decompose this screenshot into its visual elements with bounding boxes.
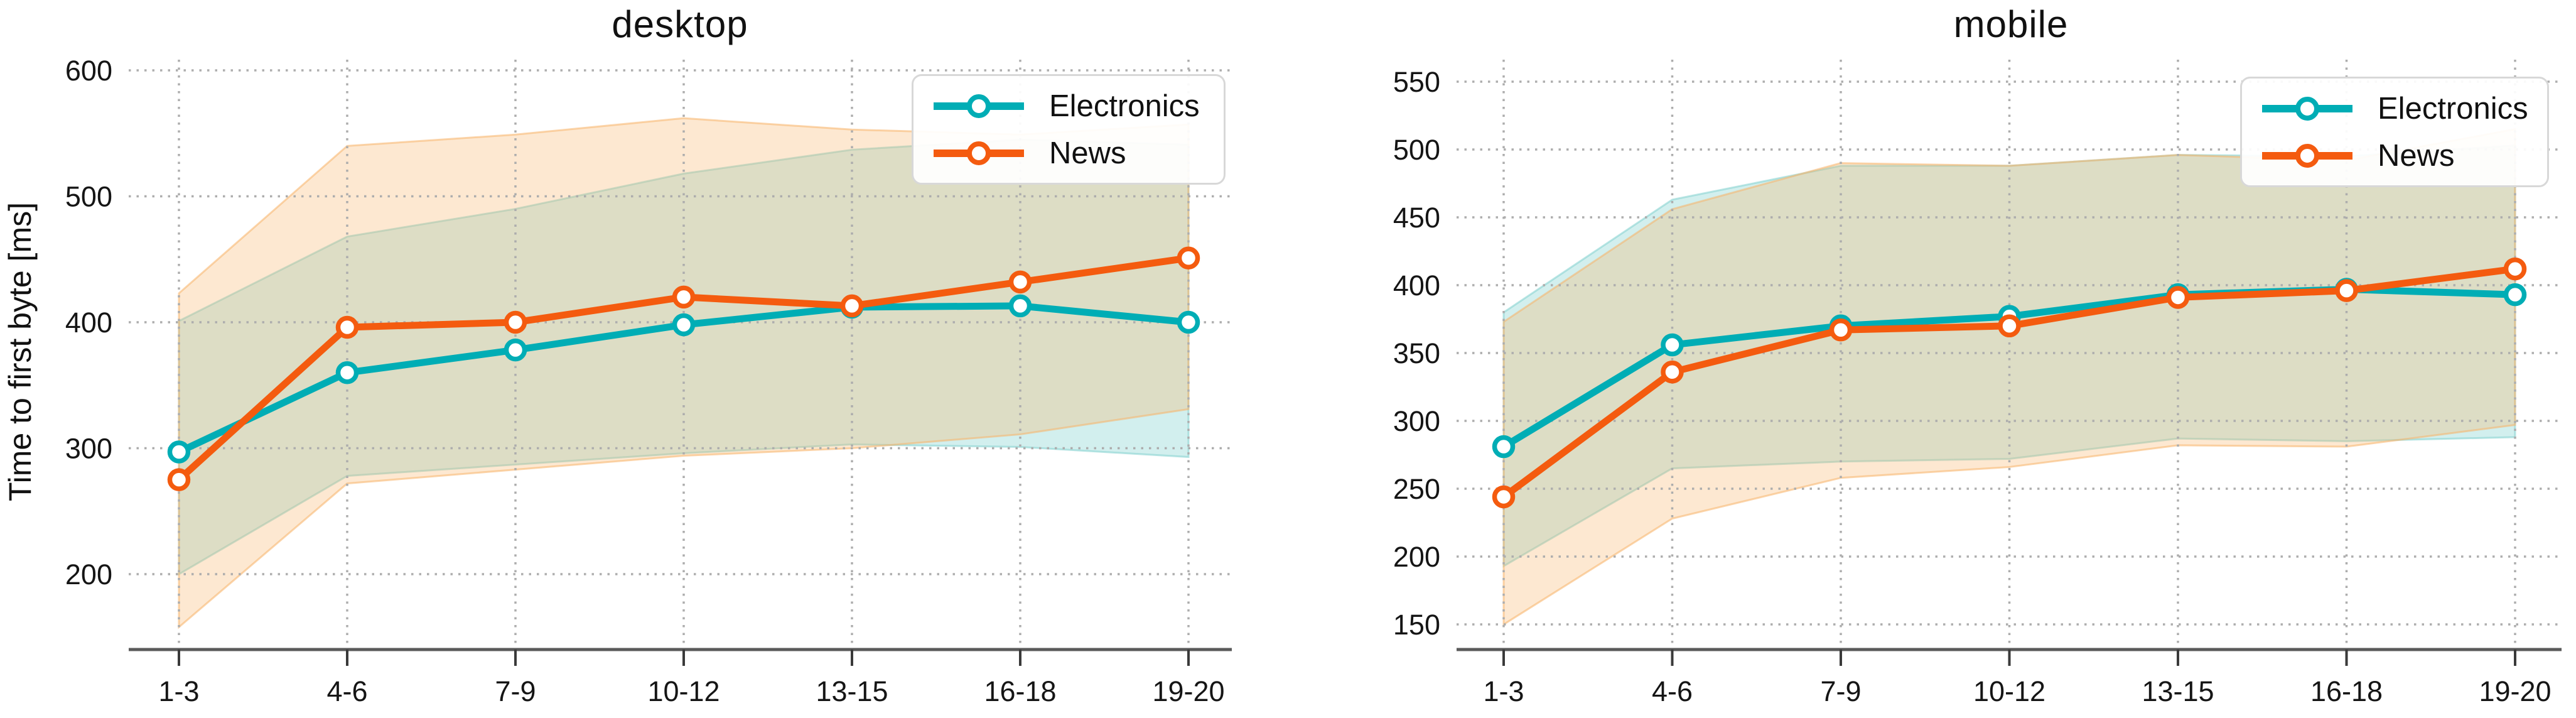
y-tick-label-300: 300 [1393,405,1440,437]
x-tick-label-4-6: 4-6 [326,675,367,707]
x-tick-label-7-9: 7-9 [495,675,536,707]
legend-label-news: News [2378,138,2455,173]
x-tick-label-10-12: 10-12 [647,675,719,707]
news-marker-13-15 [840,294,864,318]
news-marker-4-6 [1661,360,1684,384]
news-marker-1-3 [167,468,191,491]
chart-panel-desktop: 200 300 400 500 600 1-3 4-6 7-9 10-12 13-15 16-18 1… [65,55,1232,707]
x-tick-label-19-20: 19-20 [1152,675,1224,707]
legend-item-electronics: Electronics [930,85,1205,127]
chart-title-desktop: desktop [612,3,748,45]
x-tick-label-13-15: 13-15 [2142,675,2214,707]
electronics-marker-10-12 [672,313,696,337]
electronics-confidence-band [178,138,1190,576]
electronics-marker-4-6 [1661,333,1684,357]
news-line-marker-icon [934,141,1024,165]
y-tick-label-150: 150 [1393,609,1440,641]
x-tick-label-10-12: 10-12 [1973,675,2045,707]
news-marker-19-20 [1177,246,1200,269]
news-marker-13-15 [2166,286,2190,309]
chart-title-mobile: mobile [1953,3,2069,45]
x-tick-label-16-18: 16-18 [2310,675,2383,707]
y-tick-label-500: 500 [1393,134,1440,166]
x-tick-label-7-9: 7-9 [1820,675,1861,707]
electronics-line-marker-icon [2262,96,2352,121]
y-tick-label-250: 250 [1393,473,1440,505]
y-tick-label-550: 550 [1393,66,1440,98]
news-marker-10-12 [1998,314,2021,338]
news-marker-19-20 [2503,257,2527,281]
y-tick-label-450: 450 [1393,202,1440,234]
y-axis-label: Time to first byte [ms] [3,202,38,502]
legend-label-news: News [1049,136,1126,170]
news-marker-7-9 [1829,318,1853,342]
electronics-marker-1-3 [1492,435,1516,459]
electronics-marker-4-6 [335,361,359,384]
x-tick-label-1-3: 1-3 [1483,675,1524,707]
y-tick-label-300: 300 [65,433,112,465]
x-tick-label-19-20: 19-20 [2479,675,2551,707]
electronics-marker-16-18 [1008,294,1032,318]
electronics-line-marker-icon [934,94,1024,118]
news-marker-16-18 [2335,279,2358,302]
legend-desktop: Electronics News [912,74,1226,185]
electronics-marker-19-20 [2503,283,2527,307]
electronics-marker-19-20 [1177,310,1200,334]
y-tick-label-350: 350 [1393,337,1440,369]
y-tick-label-400: 400 [65,307,112,339]
x-tick-label-16-18: 16-18 [984,675,1056,707]
legend-mobile: Electronics News [2240,77,2549,187]
news-marker-10-12 [672,285,696,309]
news-line-marker-icon [2262,143,2352,168]
news-confidence-band [1502,128,2516,626]
legend-label-electronics: Electronics [1049,89,1200,123]
x-tick-label-4-6: 4-6 [1652,675,1693,707]
news-marker-1-3 [1492,485,1516,509]
y-tick-label-600: 600 [65,55,112,87]
y-tick-label-400: 400 [1393,269,1440,302]
legend-item-news: News [930,132,1205,174]
news-marker-7-9 [504,310,527,334]
news-marker-16-18 [1008,270,1032,294]
x-tick-label-1-3: 1-3 [158,675,199,707]
news-confidence-band [178,117,1190,629]
legend-item-electronics: Electronics [2258,87,2528,129]
news-marker-4-6 [335,315,359,339]
electronics-marker-7-9 [504,338,527,362]
chart-panel-mobile: 150 200 250 300 350 400 450 500 550 1-3 4-6 7-9 10-1… [1393,60,2562,707]
y-tick-label-200: 200 [1393,541,1440,573]
legend-label-electronics: Electronics [2378,91,2528,126]
legend-item-news: News [2258,134,2528,177]
y-tick-label-200: 200 [65,558,112,590]
x-tick-label-13-15: 13-15 [816,675,888,707]
electronics-marker-1-3 [167,440,191,464]
y-tick-label-500: 500 [65,181,112,213]
